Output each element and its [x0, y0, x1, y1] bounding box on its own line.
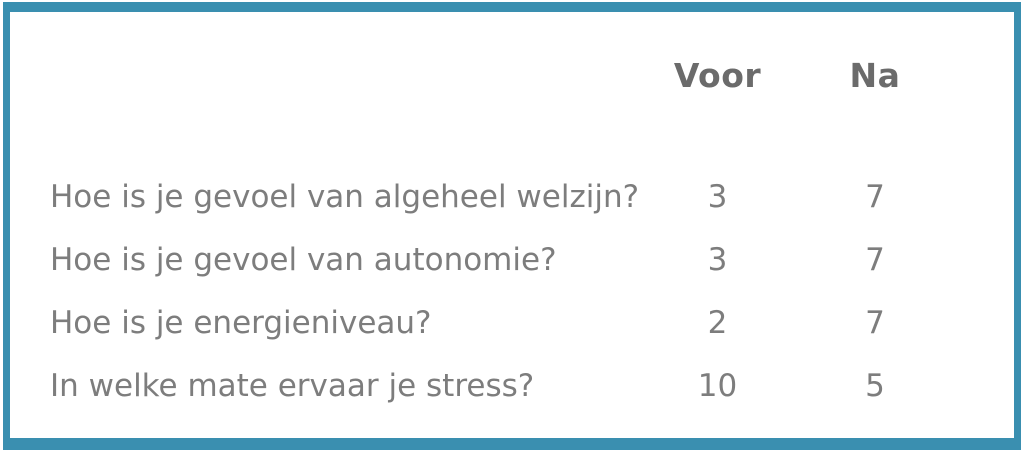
- column-header-na: Na: [849, 56, 901, 95]
- na-value: 7: [865, 241, 885, 278]
- table-row: In welke mate ervaar je stress? 10 5: [10, 354, 1014, 417]
- question-label: Hoe is je energieniveau?: [50, 304, 432, 341]
- voor-value: 3: [707, 241, 728, 278]
- table-row: Hoe is je energieniveau? 2 7: [10, 291, 1014, 354]
- table-body: Hoe is je gevoel van algeheel welzijn? 3…: [10, 165, 1014, 417]
- na-value: 7: [865, 304, 885, 341]
- questionnaire-table: Voor Na Hoe is je gevoel van algeheel we…: [10, 12, 1014, 438]
- voor-value: 2: [707, 304, 728, 341]
- question-label: Hoe is je gevoel van autonomie?: [50, 241, 557, 278]
- table-row: Hoe is je gevoel van autonomie? 3 7: [10, 228, 1014, 291]
- table-row: Hoe is je gevoel van algeheel welzijn? 3…: [10, 165, 1014, 228]
- na-value: 7: [865, 178, 885, 215]
- table-frame: Voor Na Hoe is je gevoel van algeheel we…: [3, 2, 1021, 450]
- column-header-voor: Voor: [673, 56, 762, 95]
- voor-value: 10: [697, 367, 738, 404]
- question-label: Hoe is je gevoel van algeheel welzijn?: [50, 178, 640, 215]
- table-header-row: Voor Na: [10, 56, 1014, 95]
- question-label: In welke mate ervaar je stress?: [50, 367, 535, 404]
- na-value: 5: [865, 367, 885, 404]
- voor-value: 3: [707, 178, 728, 215]
